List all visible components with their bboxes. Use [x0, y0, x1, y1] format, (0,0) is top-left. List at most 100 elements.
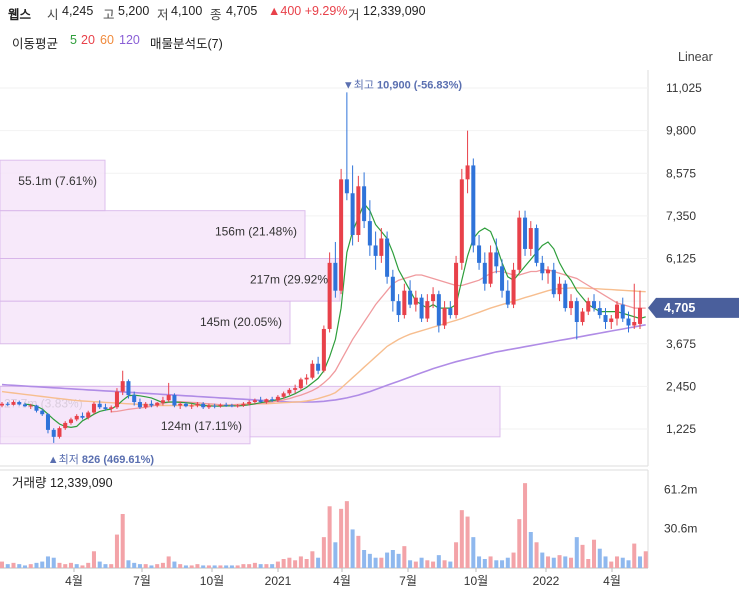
x-tick-label: 4월: [65, 574, 83, 588]
candle-body: [362, 186, 367, 222]
candle-body: [546, 269, 551, 274]
volume-bar: [126, 560, 131, 568]
x-tick-label: 2021: [265, 574, 292, 588]
stock-name[interactable]: 웹스: [8, 8, 32, 22]
y-tick-label: 2,450: [666, 379, 696, 393]
volume-profile-label[interactable]: 매물분석도(7): [150, 37, 223, 51]
volume-bar: [517, 519, 522, 568]
candle-body: [603, 315, 608, 323]
candle-body: [178, 403, 183, 406]
volume-bar: [178, 564, 183, 568]
high-label: 고: [103, 8, 115, 22]
volume-bar: [557, 555, 562, 568]
volume-bar: [442, 560, 447, 568]
candle-body: [488, 252, 493, 284]
volume-bar: [275, 561, 280, 568]
candle-body: [505, 290, 510, 305]
candle-body: [379, 238, 384, 256]
volume-profile-label: 55.1m (7.61%): [18, 174, 97, 188]
volume-bar: [109, 564, 114, 568]
current-price-label: 4,705: [664, 301, 695, 315]
y-tick-label: 11,025: [666, 81, 702, 95]
candle-body: [356, 186, 361, 236]
candle-body: [494, 252, 499, 267]
candle-body: [465, 165, 470, 180]
candle-body: [402, 290, 407, 316]
volume-bars: [0, 483, 648, 568]
volume-tick-label: 61.2m: [664, 482, 697, 496]
candle-body: [86, 412, 91, 418]
candle-body: [189, 405, 194, 407]
ma120-label[interactable]: 120: [119, 33, 140, 47]
candle-body: [270, 399, 275, 401]
volume-bar: [172, 561, 177, 568]
candle-body: [574, 301, 579, 323]
candle-body: [436, 294, 441, 326]
candlesticks: [0, 92, 643, 443]
candle-body: [517, 217, 522, 270]
candle-body: [367, 221, 372, 246]
volume-bar: [287, 557, 292, 568]
volume-bar: [333, 542, 338, 568]
volume-bar: [22, 565, 28, 568]
volume-bar: [597, 548, 602, 568]
volume-bar: [201, 565, 206, 568]
volume-bar: [632, 543, 637, 568]
volume-bar: [137, 564, 142, 568]
candle-body: [137, 402, 142, 408]
volume-tick-label: 30.6m: [664, 522, 697, 536]
scale-mode-toggle[interactable]: Linear: [678, 50, 713, 64]
volume-bar: [626, 560, 631, 568]
y-tick-label: 3,675: [666, 337, 696, 351]
candle-body: [40, 410, 45, 415]
candle-body: [482, 262, 487, 284]
volume-bar: [620, 557, 625, 568]
candle-body: [212, 405, 217, 407]
candle-body: [528, 228, 533, 249]
candle-body: [534, 228, 539, 263]
candle-body: [632, 322, 637, 326]
candle-body: [252, 400, 257, 403]
ma20-label[interactable]: 20: [81, 33, 95, 47]
volume-bar: [637, 556, 643, 568]
volume-bar: [356, 535, 361, 568]
max-price-label: ▼최고 10,900 (-56.83%): [343, 78, 463, 91]
volume-bar: [143, 564, 148, 568]
close-value: 4,705: [226, 4, 258, 18]
volume-bar: [74, 564, 79, 568]
volume-bar: [206, 565, 211, 568]
x-tick-label: 4월: [333, 574, 351, 588]
candle-body: [258, 400, 263, 403]
low-value: 4,100: [171, 4, 203, 18]
candle-body: [264, 399, 269, 403]
candle-body: [235, 405, 240, 407]
volume-bar: [212, 565, 217, 568]
volume-bar: [195, 564, 200, 568]
y-tick-label: 6,125: [666, 252, 696, 266]
volume-bar: [189, 565, 194, 568]
candle-body: [580, 311, 585, 323]
volume-bar: [494, 560, 499, 568]
ma-legend-title[interactable]: 이동평균: [12, 37, 59, 51]
candle-body: [155, 402, 160, 406]
volume-bar: [459, 510, 464, 568]
candle-body: [477, 245, 482, 263]
x-tick-label: 4월: [603, 574, 621, 588]
volume-bar: [500, 560, 505, 568]
candle-body: [413, 297, 418, 305]
volume-bar: [149, 565, 154, 568]
candle-body: [195, 403, 200, 406]
volume-bar: [235, 565, 240, 568]
candle-body: [344, 179, 349, 194]
candle-body: [586, 301, 591, 312]
ma60-label[interactable]: 60: [100, 33, 114, 47]
candle-body: [275, 396, 280, 401]
volume-bar: [11, 562, 16, 568]
volume-label: 거: [348, 8, 360, 22]
candle-body: [442, 308, 447, 326]
volume-bar: [264, 564, 269, 568]
volume-profile-bar: [0, 385, 251, 445]
ma5-label[interactable]: 5: [70, 33, 77, 47]
volume-profile-label: 124m (17.11%): [161, 419, 242, 433]
